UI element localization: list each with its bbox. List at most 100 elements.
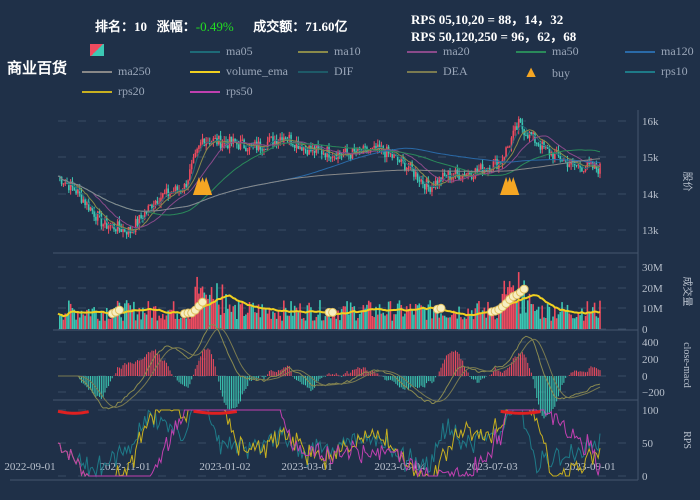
candle-body: [82, 199, 85, 203]
legend-item-rps20[interactable]: rps20: [82, 84, 145, 99]
candle-body: [93, 210, 95, 217]
legend-item-ma120[interactable]: ma120: [625, 44, 694, 59]
ma10-line: [57, 129, 601, 231]
candle-body: [535, 142, 538, 144]
volume-bar: [208, 294, 211, 329]
volume-bar: [584, 316, 587, 329]
candle-body: [423, 183, 426, 190]
y-tick-label: 0: [642, 471, 648, 483]
legend-line-icon: [625, 50, 655, 53]
legend-line-icon: [190, 90, 220, 93]
legend-item-ma20[interactable]: ma20: [407, 44, 470, 59]
candle-body: [105, 218, 108, 229]
volume-bar: [523, 280, 525, 329]
volume-bar: [147, 301, 150, 329]
candle-body: [245, 147, 247, 152]
candle-body: [454, 169, 457, 177]
candle-body: [519, 118, 522, 123]
candle-body: [115, 229, 117, 232]
legend-item-rps50[interactable]: rps50: [190, 84, 253, 99]
candle-body: [100, 213, 103, 227]
candle-body: [328, 147, 330, 158]
candle-body: [505, 147, 507, 158]
volume-bar: [324, 316, 327, 329]
candle-body: [436, 180, 439, 185]
candle-body: [149, 204, 151, 206]
volume-bar: [317, 314, 319, 329]
candle-body: [237, 144, 240, 150]
candle-body: [96, 211, 99, 221]
volume-bar: [82, 314, 85, 329]
candle-body: [404, 160, 406, 171]
candle-body: [86, 201, 88, 206]
volume-bar: [505, 294, 507, 329]
candle-body: [545, 146, 547, 148]
candle-body: [122, 228, 124, 232]
legend-item-DIF[interactable]: DIF: [298, 64, 353, 79]
volume-bar: [89, 316, 92, 329]
volume-bar: [230, 311, 233, 329]
volume-bar: [261, 304, 263, 329]
candle-body: [151, 204, 153, 210]
volume-bar: [109, 318, 112, 329]
volume-bar: [346, 301, 348, 329]
volume-bar: [192, 314, 195, 329]
volume-bar: [335, 318, 338, 329]
legend-item-rps10[interactable]: rps10: [625, 64, 688, 79]
candle-body: [302, 146, 305, 151]
buy-arrow-icon: [507, 177, 520, 195]
volume-bar: [344, 306, 347, 329]
buy-arrow-icon: [200, 177, 213, 195]
y-tick-label: 50: [642, 438, 654, 450]
candle-body: [320, 149, 323, 155]
volume-marker: [436, 303, 446, 313]
candle-body: [180, 189, 182, 192]
volume-bar: [564, 310, 567, 329]
volume-bar: [160, 318, 162, 329]
volume-bar: [434, 311, 437, 329]
legend-item-ma50[interactable]: ma50: [516, 44, 579, 59]
volume-bar: [133, 301, 135, 329]
volume-bar: [189, 318, 191, 329]
volume-bar: [510, 287, 513, 329]
volume-bar: [550, 320, 553, 329]
legend-item-DEA[interactable]: DEA: [407, 64, 468, 79]
legend-item-ma10[interactable]: ma10: [298, 44, 361, 59]
volume-bar: [472, 319, 475, 329]
volume-bar: [227, 308, 229, 329]
volume-bar: [429, 300, 431, 329]
legend-label: buy: [552, 65, 570, 80]
candle-body: [416, 171, 419, 181]
volume-bar: [281, 320, 283, 329]
volume-bar: [306, 305, 309, 329]
candle-body: [324, 153, 327, 158]
amount-label: 成交额：: [253, 19, 306, 34]
legend-item-buy[interactable]: ▲ buy: [516, 64, 570, 82]
volume-bar: [158, 315, 160, 329]
candle-body: [142, 218, 144, 220]
legend-item-ma250[interactable]: ma250: [82, 64, 151, 79]
volume-bar: [127, 303, 130, 329]
candle-body: [469, 172, 471, 175]
legend-item-volume_ema[interactable]: volume_ema: [190, 64, 288, 79]
volume-bar: [454, 313, 457, 329]
volume-marker: [198, 297, 208, 307]
volume-bar: [476, 303, 478, 329]
volume-bar: [66, 313, 68, 329]
volume-bar: [59, 315, 61, 329]
volume-bar: [64, 313, 67, 329]
candle-body: [516, 126, 518, 130]
volume-bar: [292, 315, 294, 329]
candle-body: [458, 173, 460, 180]
volume-bar: [274, 312, 276, 329]
x-tick-label: 2023-01-02: [199, 461, 250, 473]
legend-item-candle[interactable]: [82, 44, 118, 56]
candle-body: [317, 145, 319, 149]
legend-item-ma05[interactable]: ma05: [190, 44, 253, 59]
volume-bar: [348, 314, 350, 329]
volume-bar: [102, 311, 104, 329]
candle-body: [281, 137, 283, 142]
candle-body: [140, 215, 142, 219]
volume-bar: [93, 307, 95, 329]
candle-body: [548, 148, 551, 156]
